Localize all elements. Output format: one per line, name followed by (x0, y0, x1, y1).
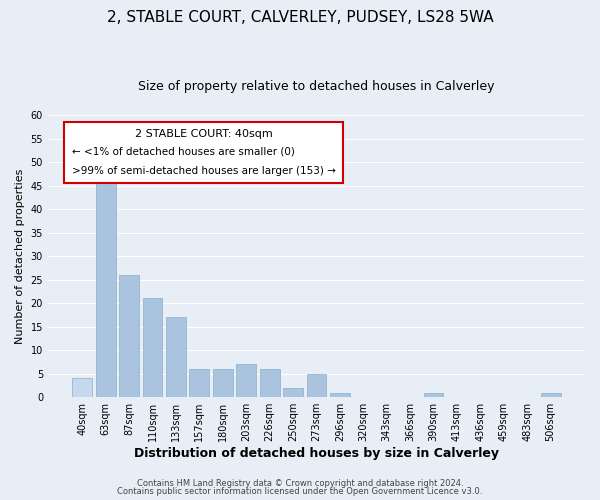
Y-axis label: Number of detached properties: Number of detached properties (15, 168, 25, 344)
Bar (190, 369, 209, 397)
Bar (283, 388, 303, 397)
Bar (213, 369, 233, 397)
Text: 2, STABLE COURT, CALVERLEY, PUDSEY, LS28 5WA: 2, STABLE COURT, CALVERLEY, PUDSEY, LS28… (107, 10, 493, 25)
Bar (541, 392, 560, 397)
FancyBboxPatch shape (64, 122, 343, 182)
Bar (96, 166, 116, 397)
Text: 2 STABLE COURT: 40sqm: 2 STABLE COURT: 40sqm (135, 129, 272, 139)
Text: >99% of semi-detached houses are larger (153) →: >99% of semi-detached houses are larger … (72, 166, 336, 176)
Bar (424, 392, 443, 397)
Bar (166, 317, 186, 397)
Text: ← <1% of detached houses are smaller (0): ← <1% of detached houses are smaller (0) (72, 146, 295, 156)
Bar (73, 378, 92, 397)
Bar (307, 374, 326, 397)
Title: Size of property relative to detached houses in Calverley: Size of property relative to detached ho… (138, 80, 495, 93)
Bar (330, 392, 350, 397)
Bar (119, 275, 139, 397)
X-axis label: Distribution of detached houses by size in Calverley: Distribution of detached houses by size … (134, 447, 499, 460)
Bar (236, 364, 256, 397)
Text: Contains HM Land Registry data © Crown copyright and database right 2024.: Contains HM Land Registry data © Crown c… (137, 478, 463, 488)
Bar (143, 298, 163, 397)
Bar (260, 369, 280, 397)
Text: Contains public sector information licensed under the Open Government Licence v3: Contains public sector information licen… (118, 487, 482, 496)
